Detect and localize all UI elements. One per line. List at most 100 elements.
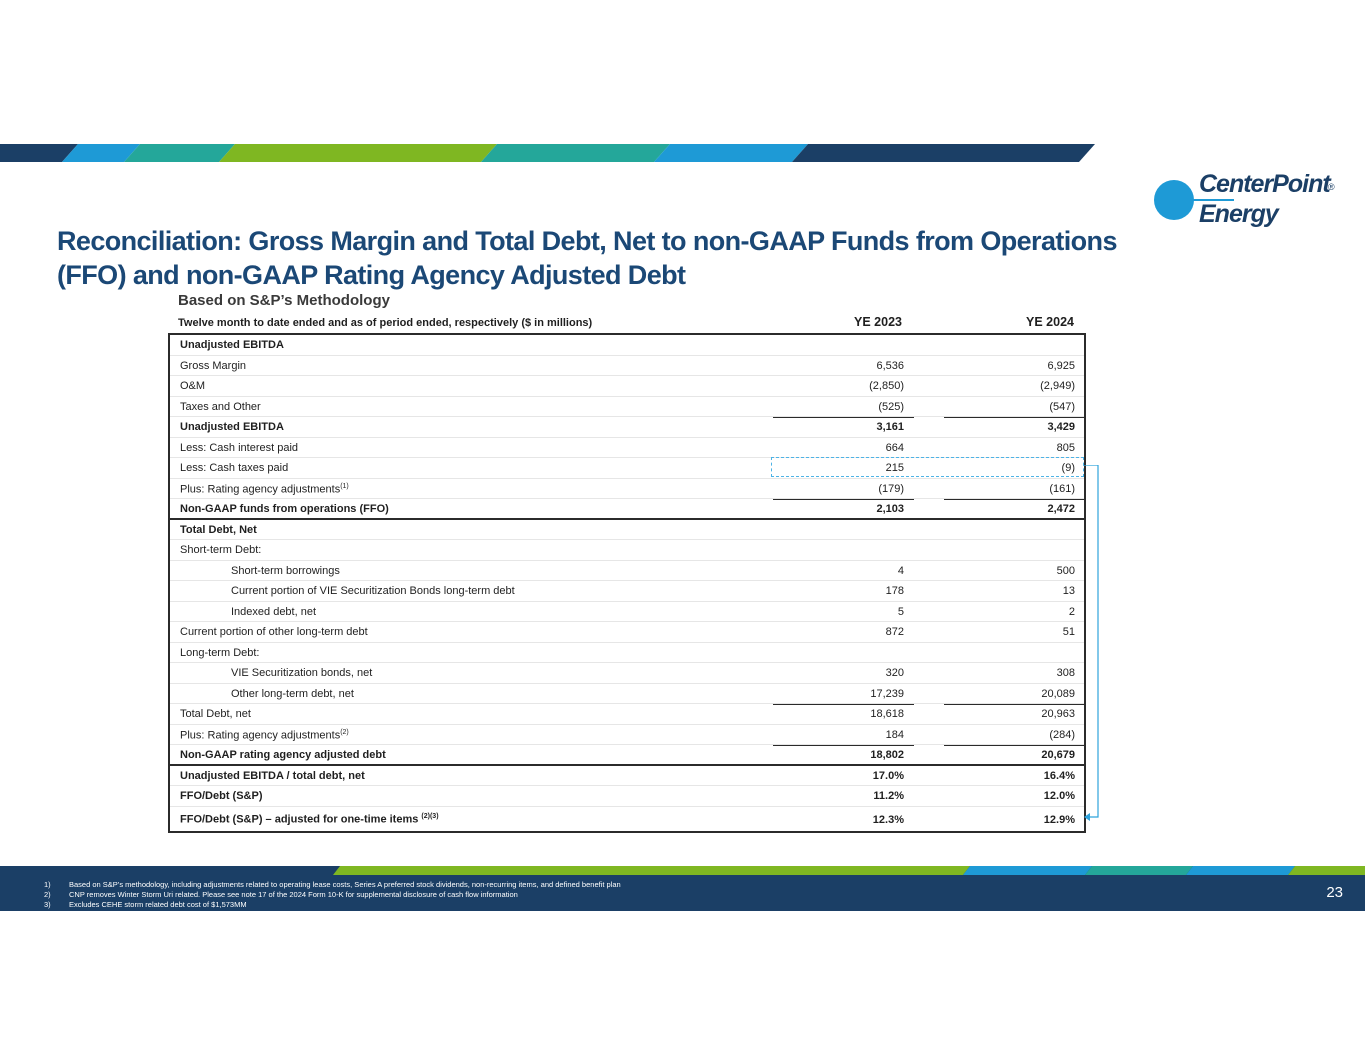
subtotal-rule — [773, 704, 914, 705]
value-ye2023: 2,103 — [876, 503, 904, 515]
table-row: Other long-term debt, net 17,239 20,089 — [170, 684, 1084, 704]
table-header: Twelve month to date ended and as of per… — [168, 313, 1084, 333]
value-ye2023: 215 — [885, 462, 904, 474]
value-ye2024: 3,429 — [1047, 421, 1075, 433]
row-label: Plus: Rating agency adjustments(2) — [180, 728, 349, 742]
value-ye2023: 17.0% — [872, 769, 904, 782]
value-ye2023: 3,161 — [876, 421, 904, 433]
subtotal-rule — [944, 704, 1084, 705]
value-ye2024: 2,472 — [1047, 503, 1075, 515]
row-label: Current portion of other long-term debt — [180, 626, 368, 638]
value-ye2024: 20,089 — [1041, 687, 1075, 700]
row-label: Less: Cash interest paid — [180, 441, 299, 454]
value-ye2023: 12.3% — [872, 813, 904, 826]
table-row: Non-GAAP funds from operations (FFO) 2,1… — [170, 499, 1084, 520]
table-row: FFO/Debt (S&P) – adjusted for one-time i… — [170, 807, 1084, 831]
table-row: Indexed debt, net 5 2 — [170, 602, 1084, 622]
value-ye2023: 872 — [885, 626, 904, 638]
row-label: Short-term Debt: — [180, 544, 262, 556]
value-ye2024: 20,963 — [1041, 708, 1075, 720]
value-ye2024: 805 — [1056, 441, 1075, 454]
value-ye2024: (547) — [1049, 400, 1075, 413]
row-label: Gross Margin — [180, 359, 247, 372]
table-row: Short-term borrowings 4 500 — [170, 561, 1084, 581]
value-ye2024: 12.0% — [1043, 790, 1075, 802]
row-label: Other long-term debt, net — [231, 687, 354, 700]
value-ye2024: 6,925 — [1047, 359, 1075, 372]
value-ye2024: 13 — [1062, 585, 1075, 597]
table-row: FFO/Debt (S&P) 11.2% 12.0% — [170, 786, 1084, 807]
row-label: Non-GAAP funds from operations (FFO) — [180, 503, 389, 515]
footnote-ref: (2) — [340, 728, 349, 736]
table-row: Less: Cash taxes paid 215 (9) — [170, 458, 1084, 479]
table-row: Unadjusted EBITDA 3,161 3,429 — [170, 417, 1084, 438]
row-label: Unadjusted EBITDA / total debt, net — [180, 769, 365, 782]
value-ye2024: 500 — [1056, 564, 1075, 577]
logo-registered-mark: ® — [1328, 182, 1335, 192]
table-row: Total Debt, net 18,618 20,963 — [170, 704, 1084, 725]
value-ye2023: 18,802 — [870, 749, 904, 761]
value-ye2024: 12.9% — [1043, 813, 1075, 826]
decorative-color-stripe — [0, 144, 1095, 162]
row-label: Unadjusted EBITDA — [180, 421, 284, 433]
row-label: FFO/Debt (S&P) – adjusted for one-time i… — [180, 812, 439, 826]
row-label: Less: Cash taxes paid — [180, 462, 289, 474]
value-ye2024: (161) — [1049, 482, 1075, 495]
footnote-ref: (2)(3) — [421, 812, 439, 820]
logo-text-line2: Energy — [1199, 200, 1279, 228]
table-row: VIE Securitization bonds, net 320 308 — [170, 663, 1084, 684]
footnote-2: 2) CNP removes Winter Storm Uri related. … — [44, 890, 518, 899]
table-row: Taxes and Other (525) (547) — [170, 397, 1084, 417]
table-header-label: Twelve month to date ended and as of per… — [178, 317, 593, 329]
value-ye2023: 18,618 — [870, 708, 904, 720]
page-title: Reconciliation: Gross Margin and Total D… — [57, 226, 1117, 290]
row-label: Plus: Rating agency adjustments(1) — [180, 482, 349, 496]
centerpoint-energy-logo: CenterPoint Energy ® — [1154, 170, 1344, 236]
value-ye2023: (525) — [878, 400, 904, 413]
subtotal-rule — [773, 417, 914, 418]
table-row: Long-term Debt: — [170, 643, 1084, 663]
table-row: Less: Cash interest paid 664 805 — [170, 438, 1084, 458]
table-row: Total Debt, Net — [170, 520, 1084, 540]
row-label: Non-GAAP rating agency adjusted debt — [180, 749, 386, 761]
row-label: Short-term borrowings — [231, 564, 340, 577]
row-label: Current portion of VIE Securitization Bo… — [231, 585, 515, 597]
value-ye2023: (2,850) — [869, 380, 904, 392]
connector-arrow — [1083, 465, 1099, 821]
value-ye2024: 308 — [1056, 667, 1075, 679]
footer: 1) Based on S&P’s methodology, including … — [0, 875, 1365, 911]
value-ye2024: 51 — [1062, 626, 1075, 638]
row-label: Total Debt, Net — [180, 523, 257, 536]
footnote-1: 1) Based on S&P’s methodology, including … — [44, 880, 621, 889]
table-row: Unadjusted EBITDA / total debt, net 17.0… — [170, 766, 1084, 786]
value-ye2023: 4 — [897, 564, 904, 577]
row-label: Unadjusted EBITDA — [180, 339, 284, 351]
value-ye2023: 664 — [885, 441, 904, 454]
table-subtitle: Based on S&P’s Methodology — [178, 292, 390, 309]
row-label: FFO/Debt (S&P) — [180, 790, 263, 802]
row-label: Long-term Debt: — [180, 646, 260, 659]
table-row: Current portion of other long-term debt … — [170, 622, 1084, 643]
value-ye2023: 6,536 — [876, 359, 904, 372]
table-row: Short-term Debt: — [170, 540, 1084, 561]
row-label: O&M — [180, 380, 206, 392]
value-ye2024: (2,949) — [1040, 380, 1075, 392]
footnote-ref: (1) — [340, 482, 349, 490]
table-row: Unadjusted EBITDA — [170, 335, 1084, 356]
footnote-3: 3) Excludes CEHE storm related debt cost … — [44, 900, 247, 909]
reconciliation-table: Unadjusted EBITDA Gross Margin 6,536 6,9… — [168, 333, 1086, 833]
table-row: Gross Margin 6,536 6,925 — [170, 356, 1084, 376]
row-label: Indexed debt, net — [231, 605, 317, 618]
row-label: Total Debt, net — [180, 708, 251, 720]
subtotal-rule — [944, 745, 1084, 746]
subtotal-rule — [773, 745, 914, 746]
value-ye2023: 17,239 — [870, 687, 904, 700]
cash-taxes-highlight-box — [771, 457, 1084, 477]
subtotal-rule — [944, 417, 1084, 418]
value-ye2024: 16.4% — [1043, 769, 1075, 782]
value-ye2023: (179) — [878, 482, 904, 495]
footer-color-stripe — [0, 866, 1365, 875]
column-header-ye2024: YE 2024 — [1026, 315, 1074, 329]
value-ye2024: 2 — [1068, 605, 1075, 618]
table-row: Current portion of VIE Securitization Bo… — [170, 581, 1084, 602]
